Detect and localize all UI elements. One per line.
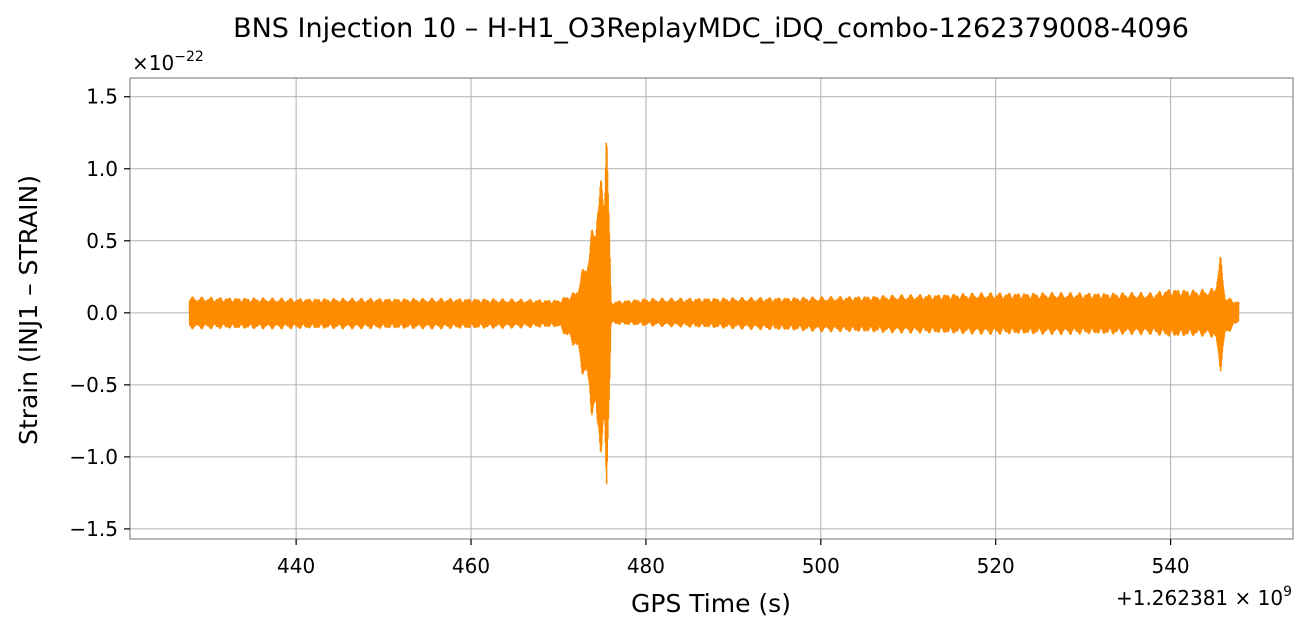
axis-ticks: 440 460 480 500 520 540 1.5 1.0 0.5 0.0 −0.5 −1.0 −1…	[69, 85, 1189, 578]
x-axis-label: GPS Time (s)	[631, 589, 791, 618]
strain-series-line	[188, 142, 1240, 485]
x-tick-label: 440	[277, 554, 315, 578]
y-multiplier-label: ×10−22	[132, 49, 204, 75]
y-tick-label: −1.5	[69, 517, 118, 541]
y-tick-label: −0.5	[69, 373, 118, 397]
y-tick-label: −1.0	[69, 445, 118, 469]
chart-title: BNS Injection 10 – H-H1_O3ReplayMDC_iDQ_…	[233, 13, 1189, 44]
data-series	[188, 142, 1240, 485]
x-tick-label: 520	[977, 554, 1015, 578]
y-tick-label: 1.0	[86, 157, 118, 181]
x-tick-label: 480	[627, 554, 665, 578]
y-axis-label: Strain (INJ1 – STRAIN)	[14, 175, 43, 445]
x-offset-label: +1.262381 × 109	[1116, 584, 1292, 610]
x-tick-label: 540	[1151, 554, 1189, 578]
y-tick-label: 1.5	[86, 85, 118, 109]
y-tick-label: 0.5	[86, 229, 118, 253]
x-tick-label: 500	[802, 554, 840, 578]
x-tick-label: 460	[452, 554, 490, 578]
y-tick-label: 0.0	[86, 301, 118, 325]
plot-frame	[129, 77, 1294, 540]
